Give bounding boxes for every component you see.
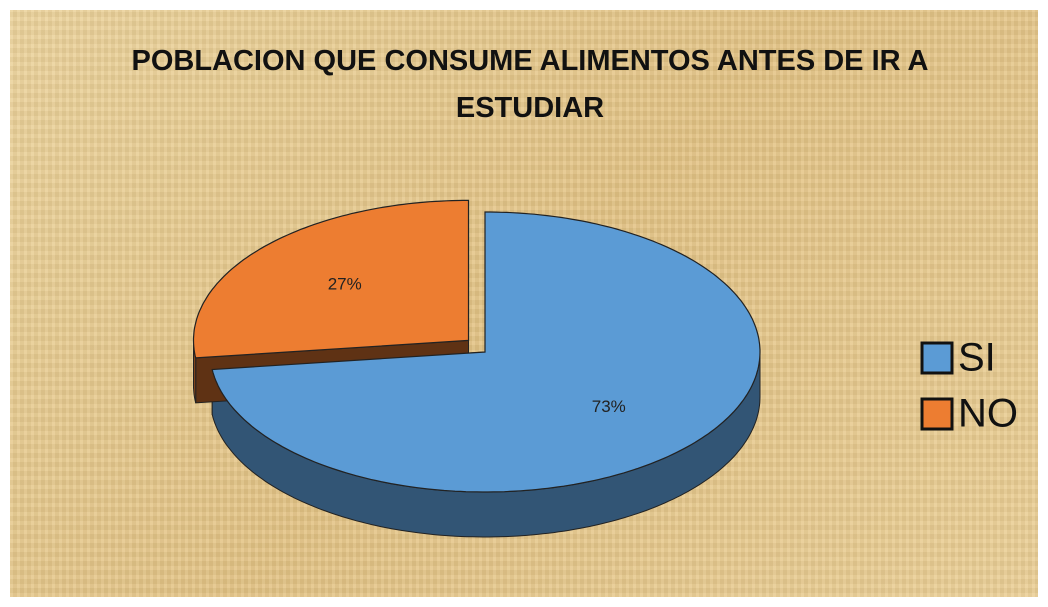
slice (192, 199, 470, 359)
data-label: 27% (328, 274, 362, 293)
legend-label: SI (958, 336, 996, 380)
pie (192, 199, 761, 538)
chart-title: POBLACION QUE CONSUME ALIMENTOS ANTES DE… (131, 45, 929, 124)
legend-swatch (920, 397, 954, 431)
legend-swatch (920, 341, 954, 375)
data-label: 73% (592, 397, 626, 416)
legend-label: NO (958, 392, 1018, 436)
slice (211, 211, 761, 493)
